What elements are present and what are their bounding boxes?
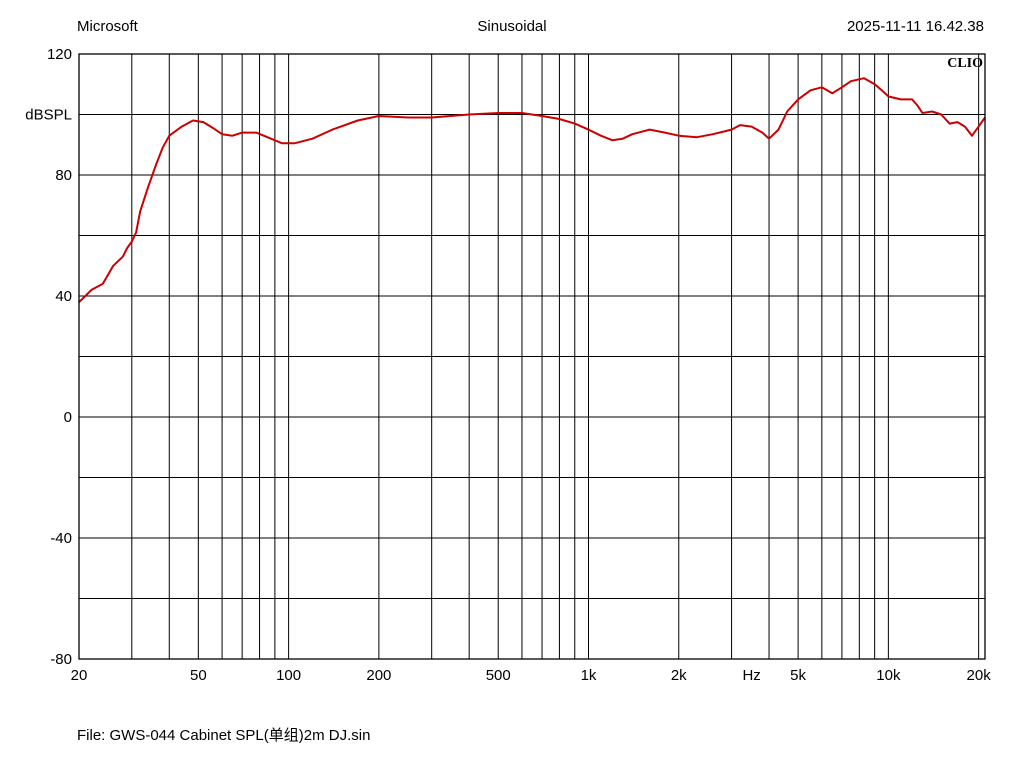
- y-tick-label: 40: [55, 288, 72, 305]
- spl-response-curve: [78, 77, 986, 303]
- y-tick-label: 120: [47, 46, 72, 63]
- x-tick-label: 100: [276, 667, 301, 684]
- header-brand: Microsoft: [77, 18, 138, 35]
- x-tick-label: 2k: [671, 667, 687, 684]
- series-layer: [78, 77, 986, 303]
- file-name: File: GWS-044 Cabinet SPL(单组)2m DJ.sin: [77, 727, 371, 744]
- y-tick-label: 0: [64, 409, 72, 426]
- plot-frame: [78, 53, 986, 660]
- y-tick-label: 80: [55, 167, 72, 184]
- y-tick-label: dBSPL: [25, 107, 72, 124]
- x-tick-label: 20: [71, 667, 88, 684]
- header-timestamp: 2025-11-11 16.42.38: [846, 18, 984, 35]
- clio-logo: CLIO: [947, 56, 983, 71]
- x-tick-label: 1k: [581, 667, 597, 684]
- x-tick-label: 200: [366, 667, 391, 684]
- x-tick-label: 5k: [790, 667, 806, 684]
- header-measurement-type: Sinusoidal: [477, 18, 547, 35]
- x-tick-label: 500: [486, 667, 511, 684]
- y-tick-label: -40: [50, 530, 72, 547]
- grid: [78, 53, 985, 660]
- x-tick-label: Hz: [742, 667, 760, 684]
- x-tick-label: 20k: [967, 667, 992, 684]
- x-tick-label: 50: [190, 667, 207, 684]
- y-tick-label: -80: [50, 651, 72, 668]
- x-tick-label: 10k: [876, 667, 901, 684]
